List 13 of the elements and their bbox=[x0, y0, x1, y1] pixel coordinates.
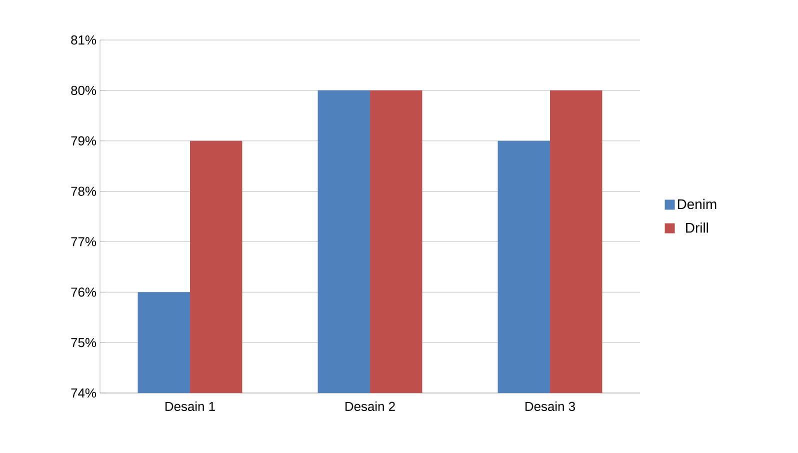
y-tick-label: 76% bbox=[71, 288, 96, 297]
y-tick-label: 80% bbox=[71, 86, 96, 96]
y-tick-label: 74% bbox=[71, 388, 96, 398]
x-tick-label: Desain 2 bbox=[346, 402, 395, 412]
legend-label: Denim bbox=[678, 198, 716, 210]
x-tick-label: Desain 1 bbox=[166, 402, 215, 412]
y-tick-label: 79% bbox=[71, 136, 96, 146]
y-tick-label: 81% bbox=[71, 35, 96, 45]
y-tick-label: 75% bbox=[71, 338, 96, 348]
y-tick-label: 78% bbox=[71, 186, 96, 196]
x-tick-label: Desain 3 bbox=[526, 402, 575, 412]
legend-label: Drill bbox=[686, 222, 708, 233]
y-tick-label: 77% bbox=[71, 237, 96, 246]
